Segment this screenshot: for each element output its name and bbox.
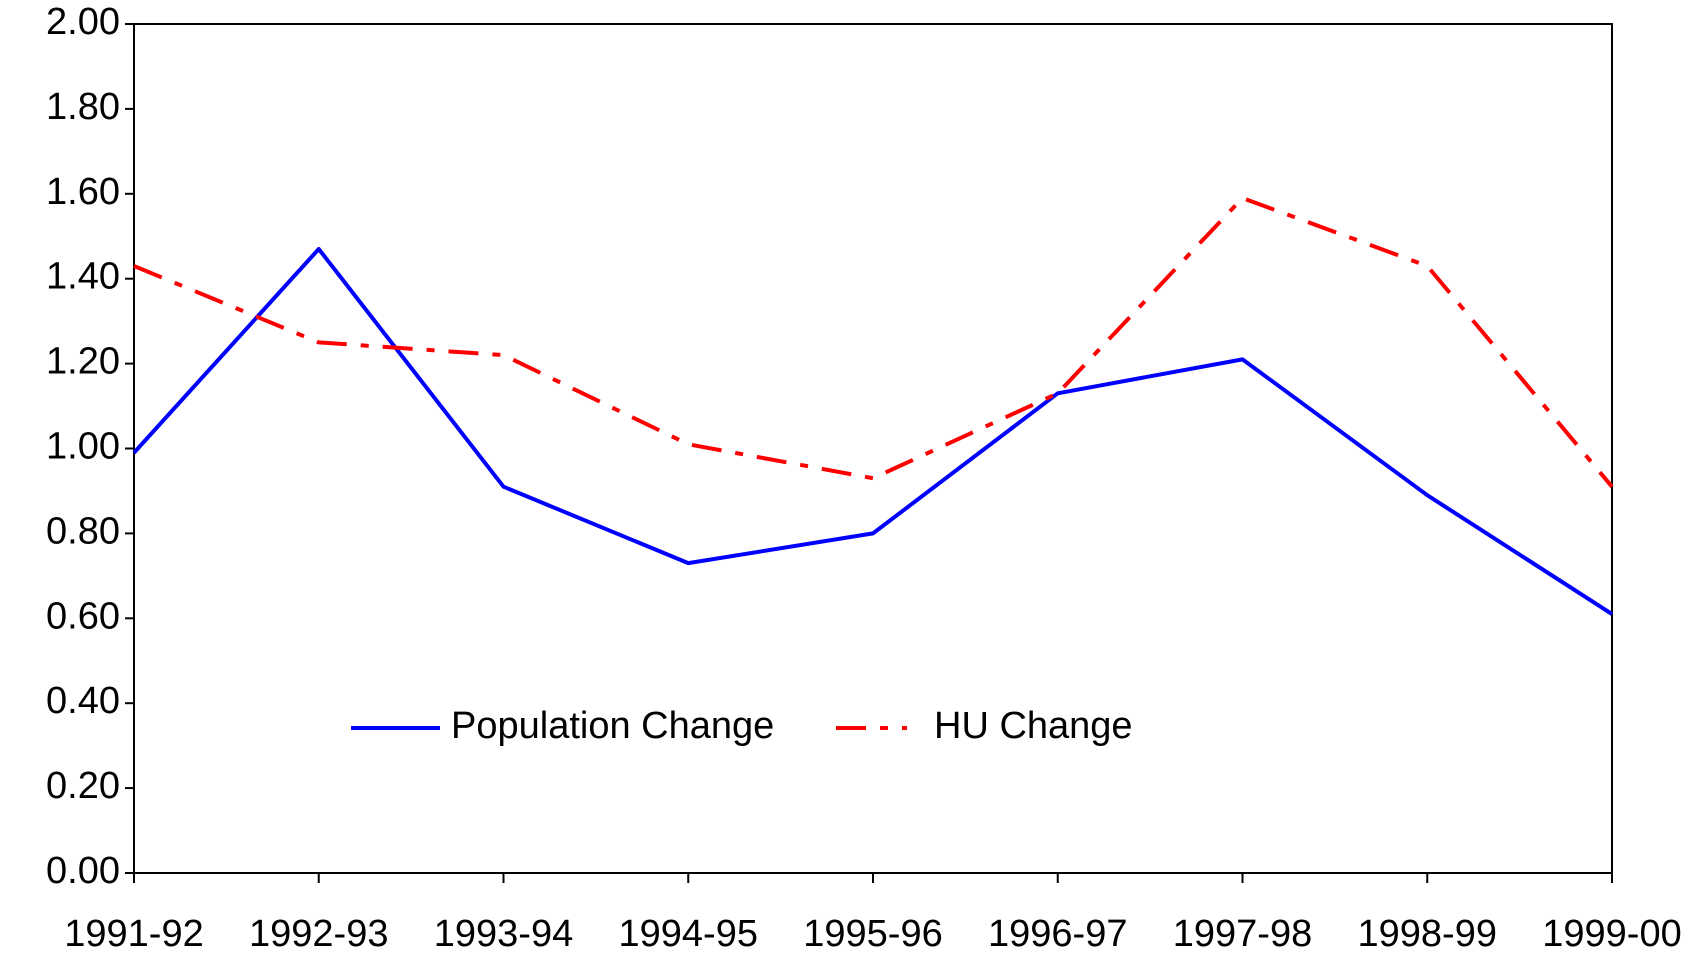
y-tick-label: 1.60: [46, 171, 120, 213]
x-tick-label: 1993-94: [434, 913, 573, 955]
y-tick-label: 1.40: [46, 256, 120, 298]
y-tick-label: 0.00: [46, 850, 120, 892]
y-tick-label: 1.80: [46, 86, 120, 128]
legend-label: HU Change: [934, 705, 1133, 747]
x-tick-label: 1997-98: [1173, 913, 1312, 955]
y-tick-label: 0.20: [46, 765, 120, 807]
x-tick-label: 1994-95: [619, 913, 758, 955]
y-tick-label: 0.40: [46, 680, 120, 722]
x-tick-label: 1991-92: [64, 913, 203, 955]
x-tick-label: 1998-99: [1358, 913, 1497, 955]
y-tick-label: 1.20: [46, 341, 120, 383]
x-tick-label: 1992-93: [249, 913, 388, 955]
series-line: [132, 246, 1614, 616]
y-tick-label: 0.60: [46, 595, 120, 637]
plot-frame: [133, 23, 1613, 874]
legend-label: Population Change: [451, 705, 774, 747]
x-tick-label: 1999-00: [1542, 913, 1681, 955]
x-tick-label: 1996-97: [988, 913, 1127, 955]
x-tick-label: 1995-96: [803, 913, 942, 955]
y-tick-label: 0.80: [46, 510, 120, 552]
y-tick-label: 1.00: [46, 426, 120, 468]
series-line: [133, 196, 1614, 488]
y-tick-label: 2.00: [46, 1, 120, 43]
